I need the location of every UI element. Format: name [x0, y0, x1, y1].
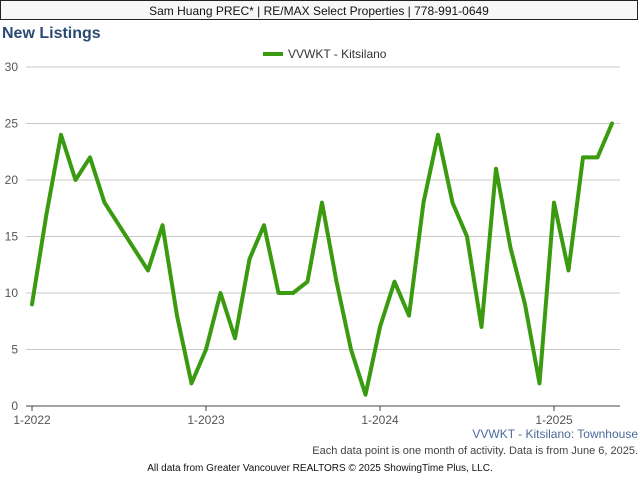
- data-point: [190, 381, 193, 385]
- x-tick-label: 1-2025: [535, 413, 573, 427]
- data-point: [610, 122, 614, 125]
- page-title: New Listings: [2, 25, 101, 42]
- data-point: [204, 348, 208, 351]
- x-tick-label: 1-2023: [187, 413, 225, 427]
- data-point: [291, 291, 295, 295]
- y-tick-label: 0: [11, 399, 18, 413]
- agent-banner: Sam Huang PREC* | RE/MAX Select Properti…: [0, 0, 638, 20]
- data-point: [436, 133, 440, 137]
- y-tick-label: 15: [5, 230, 19, 244]
- y-tick-label: 10: [5, 286, 19, 300]
- data-point: [132, 246, 135, 250]
- legend: VVWKT - Kitsilano: [263, 47, 387, 61]
- agent-banner-text: Sam Huang PREC* | RE/MAX Select Properti…: [149, 4, 489, 18]
- series-line: [30, 121, 614, 397]
- data-point: [59, 133, 63, 137]
- footer-credit: All data from Greater Vancouver REALTORS…: [147, 463, 493, 474]
- x-tick-label: 1-2022: [13, 413, 51, 427]
- data-point: [30, 302, 34, 306]
- data-point: [567, 268, 570, 272]
- y-tick-label: 25: [5, 117, 19, 131]
- data-point: [146, 268, 150, 272]
- data-point: [581, 155, 585, 159]
- chart-subtitle: VVWKT - Kitsilano: Townhouse: [472, 427, 638, 441]
- data-point: [494, 167, 498, 171]
- data-point: [451, 201, 454, 205]
- data-point: [480, 325, 483, 329]
- legend-label: VVWKT - Kitsilano: [288, 47, 387, 61]
- data-point: [74, 178, 77, 182]
- x-tick-label: 1-2024: [361, 413, 399, 427]
- data-point: [422, 201, 425, 205]
- data-point: [465, 235, 469, 238]
- data-point: [175, 314, 179, 318]
- data-point: [349, 348, 353, 351]
- data-point: [320, 201, 324, 205]
- data-point: [117, 223, 121, 227]
- data-point: [103, 201, 106, 205]
- grid-layer: [26, 66, 620, 407]
- data-point: [509, 246, 512, 250]
- data-point: [306, 280, 309, 284]
- data-point: [219, 291, 222, 295]
- axis-layer: 0 5 10 15 20 25 30 1-2022 1-2023 1-2024 1-2025: [5, 60, 573, 427]
- data-point: [233, 336, 237, 340]
- y-tick-label: 20: [5, 173, 19, 187]
- data-point: [88, 155, 92, 159]
- data-note: Each data point is one month of activity…: [312, 445, 638, 457]
- data-point: [277, 291, 280, 295]
- data-point: [407, 314, 411, 318]
- data-point: [523, 302, 527, 306]
- data-point: [393, 280, 396, 284]
- data-point: [596, 155, 599, 159]
- data-point: [552, 201, 556, 205]
- y-tick-label: 5: [11, 343, 18, 357]
- data-point: [45, 212, 48, 216]
- data-point: [335, 280, 338, 284]
- data-point: [538, 381, 541, 385]
- data-point: [161, 223, 164, 227]
- data-point: [248, 257, 251, 261]
- data-point: [364, 393, 367, 397]
- y-tick-label: 30: [5, 60, 19, 74]
- data-point: [378, 325, 382, 329]
- data-point: [262, 223, 266, 227]
- series-layer: [30, 121, 614, 397]
